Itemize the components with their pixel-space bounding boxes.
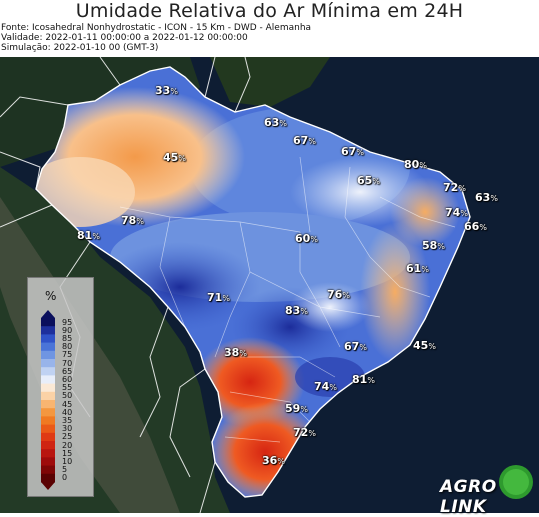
validity-line: Validade: 2022-01-11 00:00:00 a 2022-01-…	[1, 33, 248, 43]
legend-tick-label: 80	[62, 342, 73, 352]
legend-tick-label: 20	[62, 440, 73, 450]
legend-tick-label: 30	[62, 424, 73, 434]
legend-color-swatch	[41, 326, 55, 335]
legend-color-swatch	[41, 400, 55, 409]
legend-tick-label: 60	[62, 375, 73, 384]
legend-tick-label: 55	[62, 383, 73, 393]
legend-color-swatch	[41, 383, 55, 393]
legend-color-swatch	[41, 424, 55, 434]
simulation-line: Simulação: 2022-01-10 00 (GMT-3)	[1, 43, 159, 53]
agrolink-logo	[436, 464, 534, 504]
map-graphic	[0, 57, 539, 513]
legend-tick-label: 75	[62, 350, 73, 360]
legend-tick-label: 25	[62, 432, 73, 442]
legend-color-swatch	[41, 473, 55, 483]
humidity-label: 63%	[475, 191, 498, 204]
legend-color-swatch	[41, 441, 55, 450]
humidity-label: 78%	[121, 214, 144, 227]
humidity-label: 33%	[155, 84, 178, 97]
legend-color-swatch	[41, 391, 55, 401]
humidity-label: 83%	[285, 304, 308, 317]
legend-colorbar	[41, 310, 55, 490]
agrolink-logo-text: AGRO LINK	[440, 477, 497, 517]
humidity-label: 81%	[77, 229, 100, 242]
humidity-label: 67%	[341, 145, 364, 158]
legend-color-swatch	[41, 465, 55, 475]
legend-tick-label: 40	[62, 407, 73, 417]
humidity-label: 61%	[406, 262, 429, 275]
legend-tick-label: 5	[62, 465, 68, 475]
legend-color-swatch	[41, 432, 55, 442]
humidity-label: 45%	[163, 151, 186, 164]
legend-tick-label: 10	[62, 457, 73, 466]
legend-color-swatch	[41, 350, 55, 360]
humidity-label: 74%	[314, 380, 337, 393]
humidity-label: 36%	[262, 454, 285, 467]
humidity-label: 65%	[357, 174, 380, 187]
map-title: Umidade Relativa do Ar Mínima em 24H	[75, 0, 464, 22]
legend-color-swatch	[41, 416, 55, 426]
legend-tick-label: 65	[62, 366, 73, 376]
legend-color-swatch	[41, 359, 55, 368]
humidity-label: 72%	[293, 426, 316, 439]
legend-color-swatch	[41, 449, 55, 458]
humidity-label: 45%	[413, 339, 436, 352]
humidity-label: 67%	[344, 340, 367, 353]
humidity-label: 67%	[293, 134, 316, 147]
legend-tick-label: 85	[62, 334, 73, 343]
legend-tick-label: 70	[62, 358, 73, 368]
humidity-label: 74%	[445, 206, 468, 219]
humidity-label: 58%	[422, 239, 445, 252]
legend-tick-label: 45	[62, 399, 73, 409]
humidity-label: 63%	[264, 116, 287, 129]
legend-tick-label: 35	[62, 416, 73, 425]
humidity-label: 60%	[295, 232, 318, 245]
legend-color-swatch	[41, 408, 55, 417]
legend-color-swatch	[41, 334, 55, 344]
legend-unit: %	[45, 289, 57, 303]
legend-color-swatch	[41, 318, 55, 327]
legend-tick-label: 90	[62, 325, 73, 335]
humidity-label: 38%	[224, 346, 247, 359]
legend-tick-label: 15	[62, 448, 73, 458]
humidity-label: 81%	[352, 373, 375, 386]
humidity-label: 80%	[404, 158, 427, 171]
legend-tick-label: 95	[62, 317, 73, 327]
humidity-label: 71%	[207, 291, 230, 304]
source-line: Fonte: Icosahedral Nonhydrostatic - ICON…	[1, 23, 312, 33]
legend-color-swatch	[41, 375, 55, 385]
color-legend: % 95 90 85 80 75 70 65 60 55 50 45 40 35 30 25 20 15 10 5 0	[27, 277, 94, 497]
humidity-label: 59%	[285, 402, 308, 415]
legend-tick-label: 50	[62, 391, 73, 401]
humidity-label: 66%	[464, 220, 487, 233]
humidity-map[interactable]: 33% 45% 63% 67% 67% 80% 65% 72% 63% 74% …	[0, 57, 539, 513]
humidity-label: 76%	[327, 288, 350, 301]
legend-arrow-top	[41, 310, 55, 318]
legend-color-swatch	[41, 457, 55, 467]
humidity-label: 72%	[443, 181, 466, 194]
legend-color-swatch	[41, 367, 55, 376]
legend-color-swatch	[41, 342, 55, 352]
legend-arrow-bottom	[41, 482, 55, 490]
legend-tick-label: 0	[62, 473, 68, 483]
